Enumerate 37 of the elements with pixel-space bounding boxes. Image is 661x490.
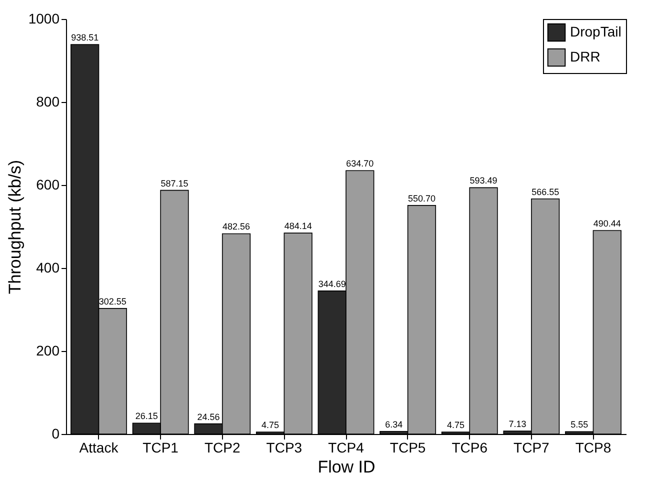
legend-label: DropTail xyxy=(570,24,622,40)
data-label: 26.15 xyxy=(135,411,158,422)
x-tick-label: TCP5 xyxy=(390,440,426,456)
x-tick-label: TCP8 xyxy=(575,440,612,456)
x-tick-label: TCP6 xyxy=(452,440,488,456)
x-tick-label: TCP7 xyxy=(514,440,550,456)
data-label: 4.75 xyxy=(446,420,464,430)
data-label: 302.55 xyxy=(98,296,126,306)
data-label: 634.70 xyxy=(346,158,374,169)
data-label: 5.55 xyxy=(570,420,588,430)
data-label: 7.13 xyxy=(508,419,526,430)
data-label: 24.56 xyxy=(197,412,220,422)
data-label: 6.34 xyxy=(385,419,403,430)
data-label: 484.14 xyxy=(284,221,312,232)
x-tick-label: TCP3 xyxy=(266,440,302,456)
y-tick-label: 400 xyxy=(36,260,60,276)
x-axis-title: Flow ID xyxy=(318,458,376,476)
y-axis-title: Throughput (kb/s) xyxy=(5,160,24,294)
data-label: 4.75 xyxy=(262,420,280,430)
y-tick-label: 600 xyxy=(36,176,60,192)
x-tick-label: Attack xyxy=(79,440,120,456)
y-tick-label: 800 xyxy=(36,94,60,110)
x-tick-label: TCP4 xyxy=(328,440,364,456)
data-label: 550.70 xyxy=(408,193,436,204)
y-tick-label: 1000 xyxy=(28,10,60,26)
data-label: 490.44 xyxy=(593,218,621,228)
x-tick-label: TCP1 xyxy=(142,440,179,456)
x-tick-label: TCP2 xyxy=(204,440,240,456)
y-tick-label: 200 xyxy=(36,342,60,358)
data-label: 344.69 xyxy=(318,278,346,289)
data-label: 587.15 xyxy=(160,178,188,188)
data-label: 566.55 xyxy=(532,186,560,197)
data-label: 482.56 xyxy=(222,222,250,232)
data-label: 593.49 xyxy=(470,176,498,186)
data-label: 938.51 xyxy=(71,32,99,43)
legend-label: DRR xyxy=(570,48,600,64)
y-tick-label: 0 xyxy=(52,426,60,442)
